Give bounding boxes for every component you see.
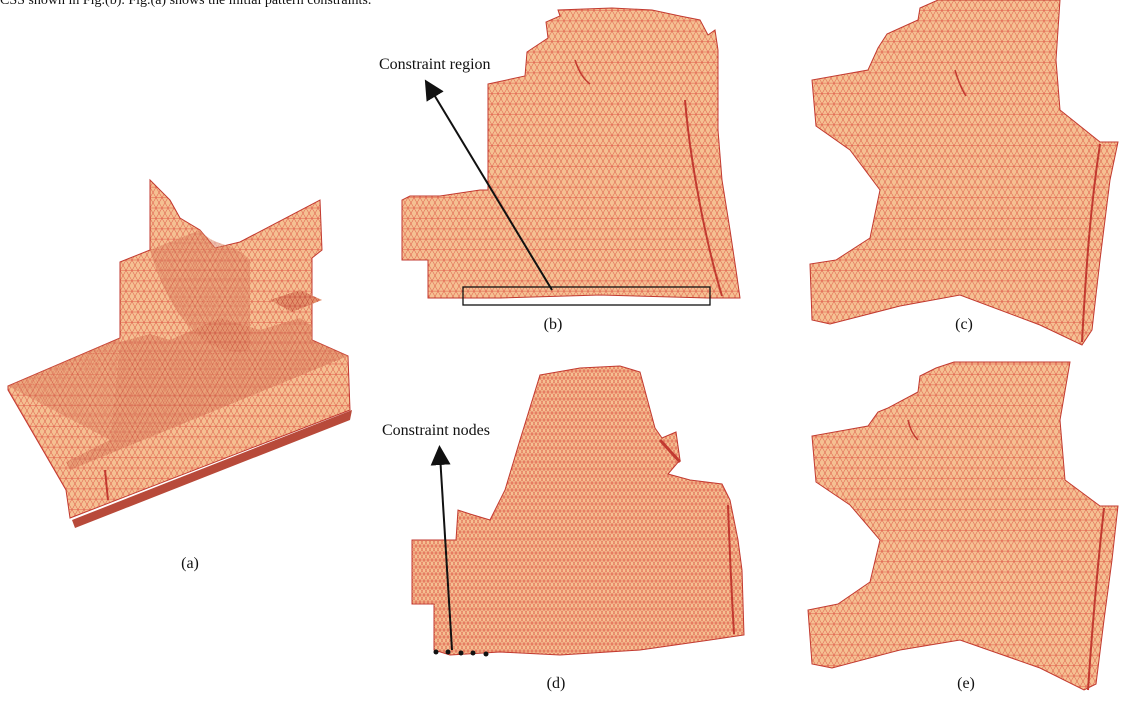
constraint-node	[470, 650, 476, 656]
constraint-node	[483, 651, 489, 657]
caption-b: (b)	[543, 316, 563, 333]
constraint-node	[433, 649, 439, 655]
panel-e-flattened-mesh	[807, 361, 1119, 691]
caption-e: (e)	[957, 675, 975, 692]
panel-c-flattened-mesh	[809, 0, 1119, 346]
panel-b-flattened-mesh	[401, 7, 741, 306]
panel-a-3d-mesh	[7, 178, 352, 528]
constraint-region-label: Constraint region	[379, 56, 491, 73]
clipped-paragraph-text: CSS shown in Fig.(b). Fig.(a) shows the …	[0, 0, 372, 8]
constraint-node	[445, 649, 451, 655]
panel-d-flattened-mesh	[411, 365, 745, 657]
caption-a: (a)	[181, 555, 199, 572]
caption-d: (d)	[546, 675, 566, 692]
constraint-node	[458, 650, 464, 656]
caption-c: (c)	[955, 316, 973, 333]
constraint-nodes-label: Constraint nodes	[382, 422, 490, 439]
